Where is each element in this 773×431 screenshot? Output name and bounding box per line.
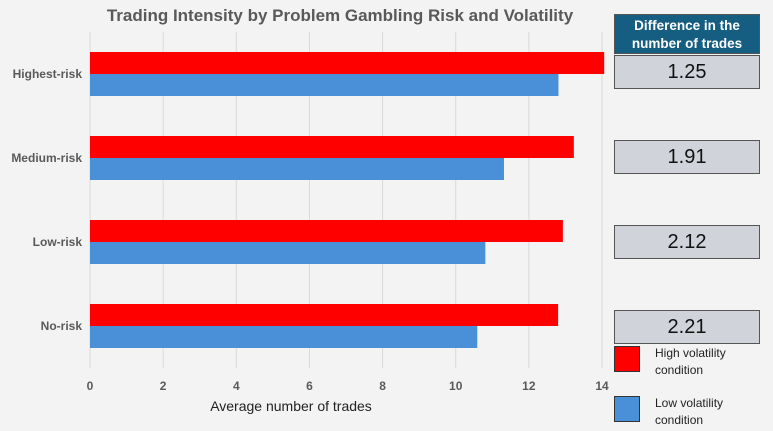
legend-label-low: Low volatility condition [655, 396, 724, 427]
bar-low-volatility [90, 326, 478, 348]
bar-low-volatility [90, 158, 504, 180]
legend-swatch-high [614, 346, 640, 372]
x-axis-label: Average number of trades [210, 398, 372, 414]
x-tick-label: 12 [522, 379, 536, 393]
difference-value: 2.12 [614, 225, 760, 259]
x-tick-label: 6 [306, 379, 313, 393]
x-tick-label: 0 [87, 379, 94, 393]
y-tick-label: No-risk [41, 319, 83, 333]
difference-value: 1.91 [614, 140, 760, 174]
x-tick-label: 8 [379, 379, 386, 393]
y-tick-label: Medium-risk [11, 151, 82, 165]
difference-table-header: Difference in the number of trades [614, 14, 760, 54]
y-tick-label: Low-risk [33, 235, 83, 249]
difference-value: 1.25 [614, 55, 760, 89]
difference-value: 2.21 [614, 310, 760, 344]
chart-title: Trading Intensity by Problem Gambling Ri… [106, 6, 574, 25]
bar-low-volatility [90, 242, 486, 264]
bar-high-volatility [90, 304, 559, 326]
y-tick-label: Highest-risk [13, 67, 83, 81]
bar-high-volatility [90, 220, 563, 242]
x-tick-label: 4 [233, 379, 240, 393]
legend-label-high: High volatility condition [655, 346, 726, 377]
bar-high-volatility [90, 52, 605, 74]
x-tick-label: 14 [595, 379, 609, 393]
x-tick-label: 10 [449, 379, 463, 393]
x-tick-label: 2 [160, 379, 167, 393]
bar-high-volatility [90, 136, 574, 158]
bar-low-volatility [90, 74, 559, 96]
legend-swatch-low [614, 396, 640, 422]
